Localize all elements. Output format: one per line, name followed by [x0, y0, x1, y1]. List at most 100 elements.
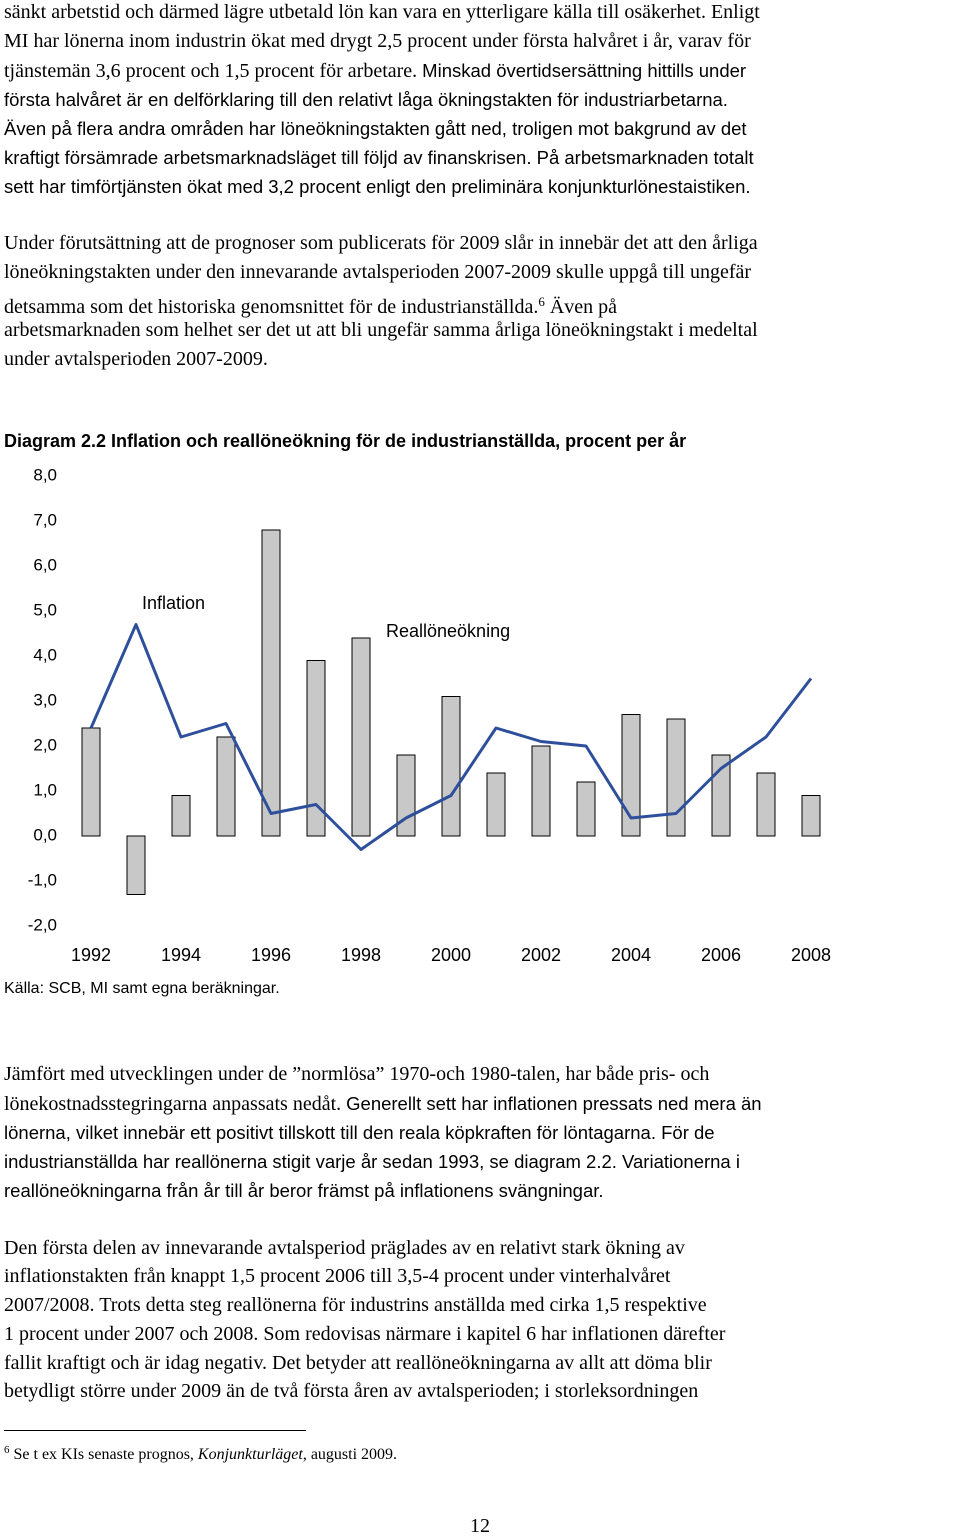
y-tick-label: 2,0: [33, 735, 57, 754]
text-line: kraftigt försämrade arbetsmarknadsläget …: [4, 143, 760, 172]
text-run: under avtalsperioden 2007-2009.: [4, 347, 268, 370]
text-line: 2007/2008. Trots detta steg reallönerna …: [4, 1291, 725, 1320]
text-run: 2007/2008. Trots detta steg reallönerna …: [4, 1294, 707, 1317]
text-line: sänkt arbetstid och därmed lägre utbetal…: [4, 0, 760, 27]
y-tick-label: -2,0: [28, 915, 57, 934]
y-tick-label: 3,0: [33, 690, 57, 709]
x-tick-label: 1996: [251, 945, 291, 965]
y-tick-label: -1,0: [28, 870, 57, 889]
bar: [81, 727, 101, 837]
text-run: Minskad övertidsersättning hittills unde…: [422, 59, 747, 81]
y-tick-label: 7,0: [33, 510, 57, 529]
text-run: Se t ex KIs senaste prognos,: [9, 1446, 198, 1463]
text-run: Även på flera andra områden har löneökni…: [4, 117, 747, 139]
bar: [486, 772, 506, 837]
bar: [216, 736, 236, 837]
x-tick-label: 1998: [341, 945, 381, 965]
line: [89, 623, 813, 851]
x-tick-label: 2008: [791, 945, 831, 965]
text-run: MI har lönerna inom industrin ökat med d…: [4, 29, 751, 52]
text-line: första halvåret är en delförklaring till…: [4, 85, 760, 114]
footnote: 6 Se t ex KIs senaste prognos, Konjunktu…: [4, 1444, 397, 1464]
bar: [351, 637, 371, 837]
text-run: sett har timförtjänsten ökat med 3,2 pro…: [4, 175, 751, 197]
text-line: fallit kraftigt och är idag negativ. Det…: [4, 1349, 725, 1378]
text-line: detsamma som det historiska genomsnittet…: [4, 287, 758, 318]
bar: [666, 718, 686, 837]
text-run: Den första delen av innevarande avtalspe…: [4, 1236, 685, 1259]
bar: [801, 795, 821, 837]
bar: [306, 660, 326, 837]
text-run: kraftigt försämrade arbetsmarknadsläget …: [4, 146, 754, 168]
x-tick-label: 2000: [431, 945, 471, 965]
text-line: 1 procent under 2007 och 2008. Som redov…: [4, 1320, 725, 1349]
text-line: MI har lönerna inom industrin ökat med d…: [4, 27, 760, 56]
text-line: betydligt större under 2009 än de två fö…: [4, 1377, 725, 1406]
text-line: lönekostnadsstegringarna anpassats nedåt…: [4, 1089, 762, 1118]
bar: [756, 772, 776, 837]
text-line: tjänstemän 3,6 procent och 1,5 procent f…: [4, 56, 760, 85]
x-tick-label: 2004: [611, 945, 651, 965]
text-run: Jämfört med utvecklingen under de ”norml…: [4, 1062, 710, 1085]
y-tick-label: 6,0: [33, 555, 57, 574]
bar: [621, 714, 641, 837]
x-tick-label: 1994: [161, 945, 201, 965]
bar: [711, 754, 731, 837]
chart-source: Källa: SCB, MI samt egna beräkningar.: [4, 980, 280, 997]
text-run: Konjunkturläget: [197, 1446, 303, 1463]
paragraph: Jämfört med utvecklingen under de ”norml…: [4, 1060, 762, 1205]
y-tick-label: 0,0: [33, 825, 57, 844]
chart: Diagram 2.2 Inflation och reallöneökning…: [4, 431, 831, 997]
x-tick-label: 2006: [701, 945, 741, 965]
text-run: reallöneökningarna från år till år beror…: [4, 1179, 604, 1201]
text-run: arbetsmarknaden som helhet ser det ut at…: [4, 318, 758, 341]
text-run: betydligt större under 2009 än de två fö…: [4, 1380, 699, 1403]
series-label: Reallöneökning: [386, 621, 510, 641]
text-run: inflationstakten från knappt 1,5 procent…: [4, 1265, 671, 1288]
text-line: Den första delen av innevarande avtalspe…: [4, 1234, 725, 1263]
paragraph: Under förutsättning att de prognoser som…: [4, 229, 758, 374]
text-line: löneökningstakten under den innevarande …: [4, 258, 758, 287]
footnote-ref: 6: [4, 1444, 10, 1456]
x-tick-label: 1992: [71, 945, 111, 965]
text-run: industrianställda har reallönerna stigit…: [4, 1150, 740, 1172]
bar: [261, 529, 281, 837]
text-line: inflationstakten från knappt 1,5 procent…: [4, 1262, 725, 1291]
text-run: sänkt arbetstid och därmed lägre utbetal…: [4, 0, 760, 23]
text-line: arbetsmarknaden som helhet ser det ut at…: [4, 316, 758, 345]
footnote-ref: 6: [538, 293, 545, 309]
text-run: , augusti 2009.: [302, 1446, 398, 1463]
y-tick-label: 1,0: [33, 780, 57, 799]
x-tick-label: 2002: [521, 945, 561, 965]
text-run: tjänstemän 3,6 procent och 1,5 procent f…: [4, 59, 423, 82]
bar: [441, 696, 461, 837]
text-line: Under förutsättning att de prognoser som…: [4, 229, 758, 258]
text-line: Jämfört med utvecklingen under de ”norml…: [4, 1060, 762, 1089]
chart-title: Diagram 2.2 Inflation och reallöneökning…: [4, 431, 686, 451]
text-run: lönerna, vilket innebär ett positivt til…: [4, 1121, 715, 1143]
y-tick-label: 4,0: [33, 645, 57, 664]
bar: [531, 745, 551, 837]
bar: [576, 781, 596, 837]
text-run: lönekostnadsstegringarna anpassats nedåt…: [4, 1092, 347, 1115]
y-tick-label: 5,0: [33, 600, 57, 619]
text-run: Även på: [544, 295, 618, 318]
series-label: Inflation: [142, 593, 205, 613]
text-run: första halvåret är en delförklaring till…: [4, 88, 728, 110]
text-run: löneökningstakten under den innevarande …: [4, 260, 752, 283]
text-line: sett har timförtjänsten ökat med 3,2 pro…: [4, 172, 760, 201]
paragraph: Den första delen av innevarande avtalspe…: [4, 1234, 725, 1407]
text-line: reallöneökningarna från år till år beror…: [4, 1176, 762, 1205]
text-run: 1 procent under 2007 och 2008. Som redov…: [4, 1322, 726, 1345]
text-run: detsamma som det historiska genomsnittet…: [4, 295, 539, 318]
bar: [126, 835, 146, 895]
text-run: Under förutsättning att de prognoser som…: [4, 231, 758, 254]
bar: [171, 795, 191, 837]
text-run: fallit kraftigt och är idag negativ. Det…: [4, 1351, 712, 1374]
paragraph: sänkt arbetstid och därmed lägre utbetal…: [4, 0, 760, 201]
text-line: under avtalsperioden 2007-2009.: [4, 345, 758, 374]
text-run: Generellt sett har inflationen pressats …: [346, 1092, 762, 1114]
page-number: 12: [470, 1515, 490, 1537]
footnote-rule: [4, 1430, 306, 1431]
